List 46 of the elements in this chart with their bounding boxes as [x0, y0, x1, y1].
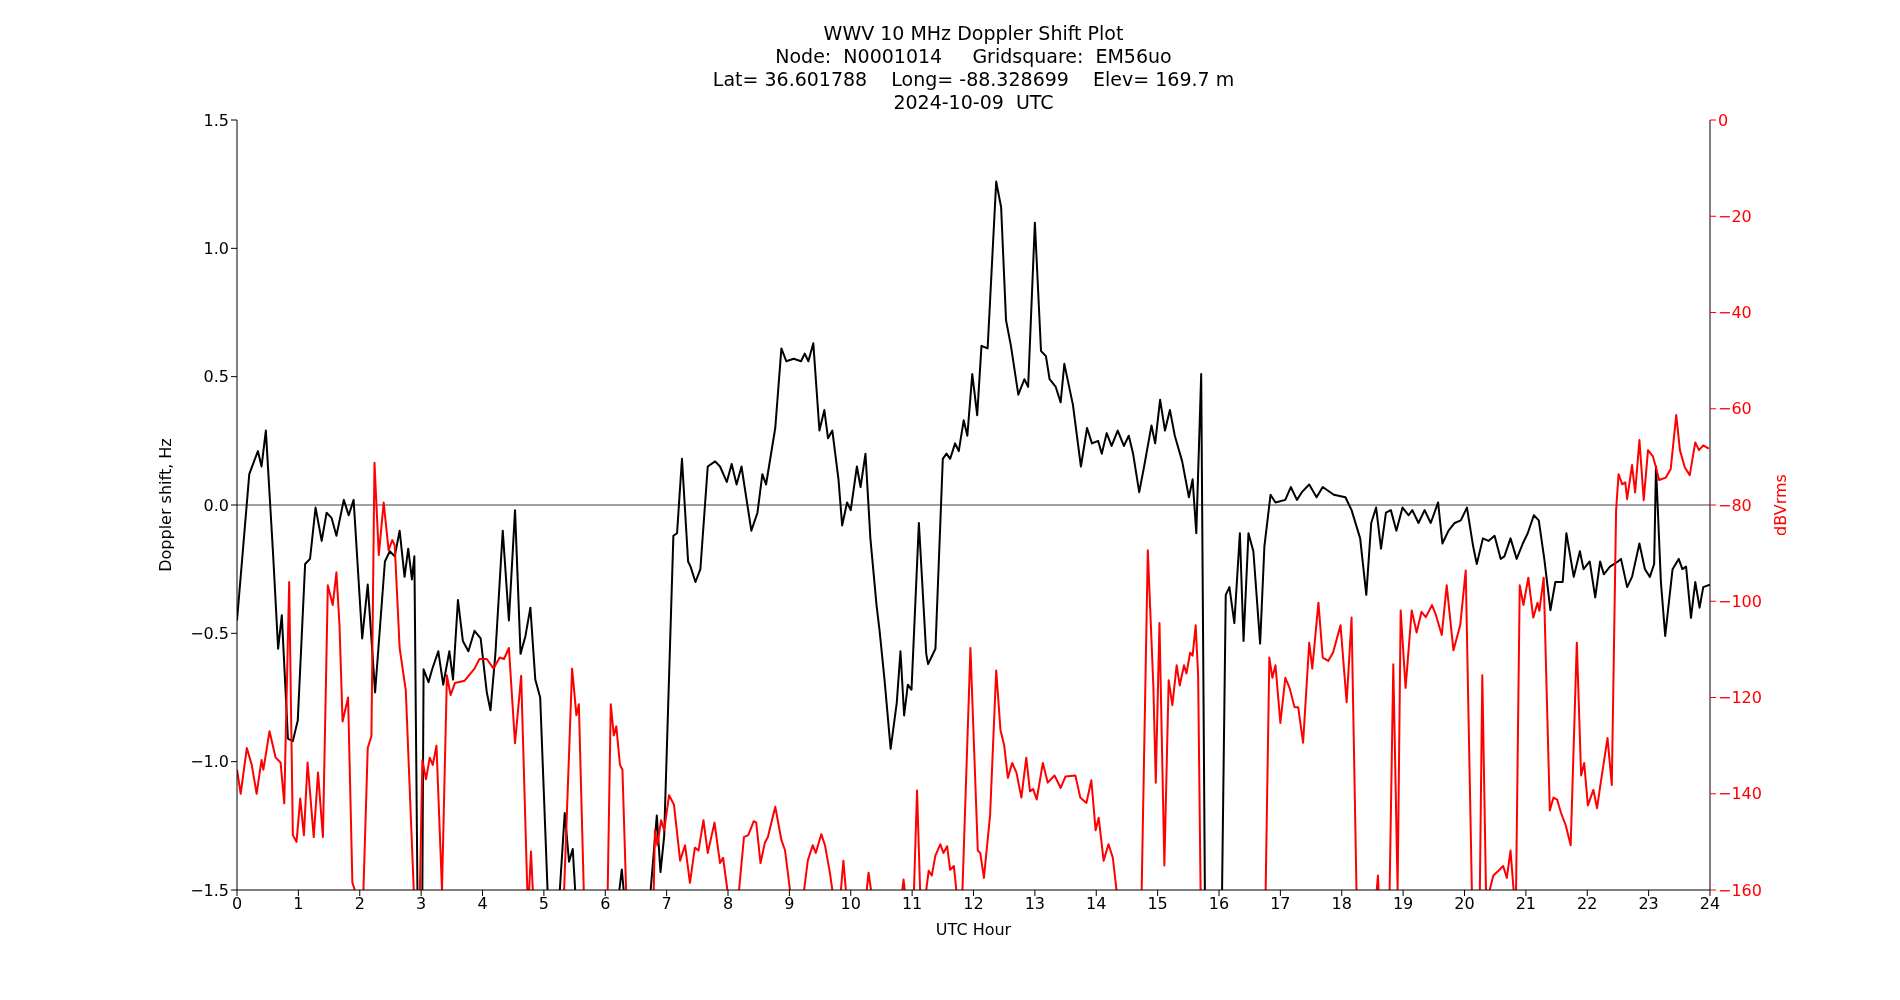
x-tick-label: 11	[901, 894, 923, 914]
x-tick-label: 22	[1577, 894, 1598, 914]
y-tick-label: 0.0	[203, 495, 229, 515]
x-tick-label: 3	[416, 894, 427, 914]
x-tick-label: 14	[1086, 894, 1107, 914]
y-axis-title: Doppler shift, Hz	[155, 438, 175, 572]
x-axis-title: UTC Hour	[935, 920, 1012, 940]
y-tick-label: 0.5	[203, 367, 229, 387]
y2-tick-label: −100	[1718, 591, 1762, 611]
y2-tick-label: −80	[1718, 495, 1752, 515]
y2-tick-label: −120	[1718, 688, 1762, 708]
y-tick-label: 1.5	[203, 110, 229, 130]
x-tick-label: 20	[1454, 894, 1475, 914]
x-tick-label: 21	[1515, 894, 1537, 914]
x-tick-label: 5	[538, 894, 549, 914]
x-tick-label: 15	[1147, 894, 1168, 914]
x-tick-label: 17	[1270, 894, 1291, 914]
y2-axis-title: dBVrms	[1770, 474, 1790, 536]
x-tick-label: 8	[722, 894, 734, 914]
x-tick-label: 23	[1638, 894, 1659, 914]
x-tick-label: 0	[231, 894, 243, 914]
x-tick-label: 6	[600, 894, 611, 914]
y-tick-label: −1.0	[190, 752, 229, 772]
x-tick-label: 1	[293, 894, 304, 914]
x-tick-label: 18	[1331, 894, 1352, 914]
y2-tick-label: −20	[1718, 206, 1752, 226]
x-tick-label: 2	[354, 894, 365, 914]
y2-tick-label: −140	[1718, 784, 1762, 804]
y2-tick-label: −40	[1718, 303, 1752, 323]
x-tick-label: 10	[840, 894, 861, 914]
x-tick-label: 7	[661, 894, 672, 914]
y2-tick-label: −60	[1718, 399, 1752, 419]
x-tick-label: 9	[784, 894, 795, 914]
y-tick-label: −0.5	[190, 624, 229, 644]
x-tick-label: 24	[1699, 894, 1721, 914]
y-tick-label: 1.0	[203, 239, 229, 259]
x-tick-label: 4	[477, 894, 488, 914]
x-tick-label: 16	[1208, 894, 1230, 914]
y2-tick-label: 0	[1718, 110, 1729, 130]
y2-tick-label: −160	[1718, 880, 1762, 900]
x-tick-label: 13	[1024, 894, 1046, 914]
chart-subtitle: Node: N0001014 Gridsquare: EM56uo Lat= 36.601788 Long= -88.328699 Elev= 169.7 m 2024-10-09 UTC	[711, 45, 1236, 114]
y-tick-label: −1.5	[190, 880, 229, 900]
chart-title: WWV 10 MHz Doppler Shift Plot	[822, 22, 1125, 45]
x-tick-label: 19	[1392, 894, 1414, 914]
x-tick-label: 12	[963, 894, 984, 914]
